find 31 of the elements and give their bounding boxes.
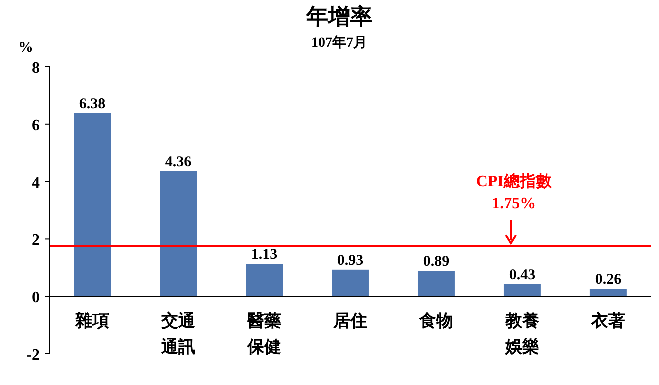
bar — [418, 271, 455, 297]
x-tick-label: 醫藥保健 — [246, 312, 282, 357]
y-tick-label: 4 — [32, 174, 40, 192]
chart-title: 年增率 — [306, 4, 372, 29]
bar — [332, 270, 369, 297]
y-tick-label: -2 — [26, 347, 40, 364]
y-tick-label: 8 — [32, 60, 40, 77]
chart-subtitle: 107年7月 — [312, 35, 368, 51]
x-tick-label: 食物 — [418, 312, 454, 331]
bar — [504, 284, 541, 297]
data-label: 0.43 — [509, 267, 536, 284]
x-tick-label: 居住 — [332, 312, 368, 331]
ref-line-label: CPI總指數 1.75% — [476, 172, 553, 212]
data-label: 0.89 — [423, 254, 450, 270]
x-tick-label: 交通通訊 — [160, 312, 196, 357]
data-label: 0.93 — [337, 252, 364, 269]
bar — [160, 171, 198, 297]
bar — [246, 264, 284, 297]
y-tick-label: 6 — [32, 117, 40, 134]
data-label: 4.36 — [165, 154, 192, 170]
data-label: 6.38 — [79, 96, 106, 112]
x-tick-label: 教養娛樂 — [504, 312, 540, 357]
x-tick-label: 衣著 — [590, 312, 626, 331]
data-label: 0.26 — [595, 272, 622, 288]
y-tick-label: 2 — [32, 232, 40, 250]
bar — [590, 289, 627, 297]
x-tick-label: 雜項 — [74, 312, 110, 331]
y-tick-label: 0 — [32, 290, 40, 307]
bar — [74, 113, 112, 297]
data-label: 1.13 — [251, 247, 278, 264]
y-axis-title: % — [18, 40, 34, 56]
